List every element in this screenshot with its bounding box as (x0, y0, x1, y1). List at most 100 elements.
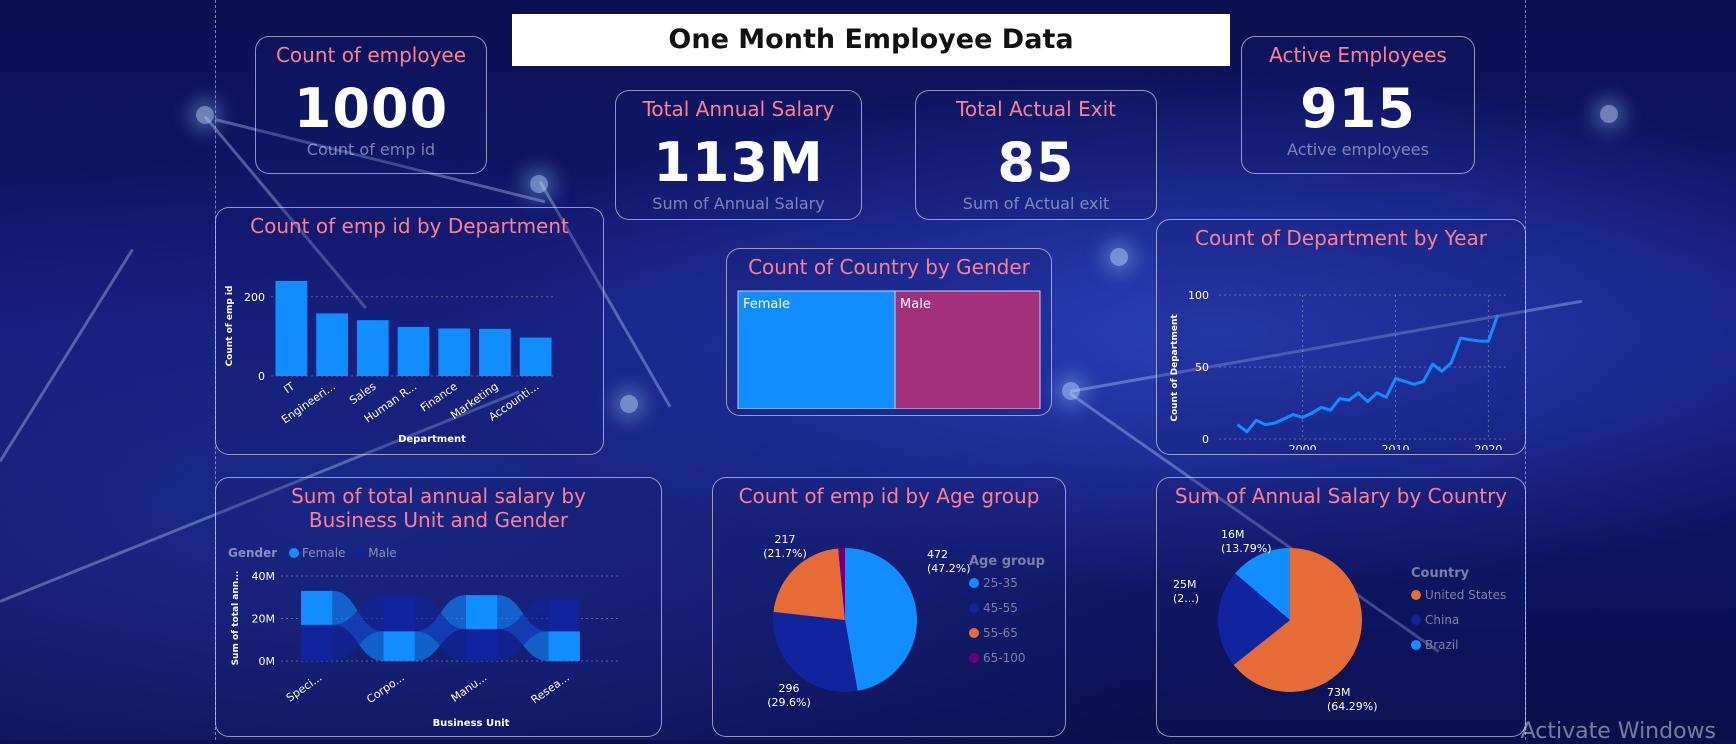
data-label: 73M (1327, 686, 1351, 699)
bar (275, 280, 308, 376)
data-label: (21.7%) (763, 547, 807, 560)
chart-title: Count of Country by Gender (748, 255, 1030, 279)
legend-item: China (1425, 613, 1459, 627)
kpi-subtitle: Sum of Annual Salary (652, 194, 825, 213)
kpi-title: Total Actual Exit (956, 97, 1116, 121)
bar-segment (466, 595, 498, 630)
x-tick-label: Corpo... (364, 671, 407, 706)
chart-title: Count of emp id by Age group (738, 484, 1040, 508)
bar (397, 326, 430, 376)
legend-title: Gender (228, 546, 278, 560)
bar (316, 313, 348, 376)
bu-legend: Gender Female Male (228, 546, 397, 560)
data-label: 16M (1221, 528, 1245, 541)
treemap-tile (737, 290, 896, 410)
age-group-pie-chart[interactable]: 472(47.2%) 296(29.6%) 217(21.7%) Age group 2… (713, 478, 1065, 736)
y-tick-label: 100 (1188, 289, 1209, 302)
bar (479, 328, 511, 376)
chart-card-age-group[interactable]: Count of emp id by Age group 472 (47.2%) 2… (712, 477, 1066, 737)
y-tick-label: 200 (244, 291, 265, 304)
y-tick-label: 0M (259, 655, 276, 668)
legend-dot (969, 578, 979, 588)
chart-card-year[interactable]: Count of Department by Year 0 50 100 2000 20… (1156, 219, 1526, 455)
data-label: 217 (775, 533, 796, 546)
data-label: (64.29%) (1327, 700, 1378, 713)
chart-card-country[interactable]: Sum of Annual Salary by Country 73M (64.2… (1156, 477, 1526, 737)
bar (438, 328, 471, 376)
ribbon (497, 599, 549, 661)
business-unit-ribbon-chart[interactable]: 0M 20M 40M Sum of total ann... Business Unit… (216, 478, 661, 736)
treemap-label: Male (900, 297, 931, 312)
data-label: (47.2%) (927, 562, 971, 575)
data-label: (2...) (1173, 592, 1199, 605)
kpi-card-exit[interactable]: Total Actual Exit 85 Sum of Actual exit (915, 90, 1157, 220)
chart-title: Count of emp id by Department (250, 214, 569, 238)
x-axis-label: Department (398, 434, 466, 445)
page-title: One Month Employee Data (512, 14, 1230, 66)
chart-title: Sum of total annual salary by Business U… (291, 484, 586, 532)
chart-card-business-unit[interactable]: Sum of total annual salary by Business U… (215, 477, 662, 737)
kpi-card-active[interactable]: Active Employees 915 Active employees (1241, 36, 1475, 174)
x-tick-label: Resea... (529, 671, 572, 707)
legend-item-female[interactable]: Female (302, 546, 346, 560)
pie-slice (1235, 548, 1290, 620)
x-tick-label: 2010 (1382, 443, 1410, 450)
kpi-value: 113M (653, 131, 824, 194)
y-tick-label: 40M (252, 570, 276, 583)
bar-segment (548, 631, 580, 661)
y-axis-label: Count of emp id (225, 286, 235, 367)
legend-item: 65-100 (983, 651, 1026, 665)
legend-item: 25-35 (983, 576, 1018, 590)
kpi-value: 915 (1300, 77, 1416, 140)
x-tick-label: 2020 (1474, 443, 1502, 450)
pie-slice (773, 548, 845, 620)
bar-segment (548, 599, 580, 632)
legend-dot (289, 548, 300, 558)
country-pie-chart[interactable]: 73M(64.29%) 25M(2...) 16M(13.79%) Country Un… (1157, 478, 1525, 736)
chart-card-gender[interactable]: Count of Country by Gender Female Male (726, 248, 1052, 416)
ribbon (414, 595, 466, 661)
legend-item: 45-55 (983, 601, 1018, 615)
series-line (1236, 314, 1500, 434)
bar (519, 337, 552, 376)
y-tick-label: 0 (1202, 433, 1209, 446)
y-tick-label: 20M (252, 613, 276, 626)
legend-item: Brazil (1425, 638, 1459, 652)
legend-dot (1411, 640, 1421, 650)
legend-dot (1411, 590, 1421, 600)
bar-segment (301, 624, 333, 661)
gender-treemap[interactable]: Female Male (727, 279, 1051, 410)
legend-title: Country (1411, 566, 1470, 581)
bar-segment (466, 629, 498, 661)
pie-slice (838, 548, 845, 620)
pie-slice (1218, 573, 1290, 665)
data-label: (29.6%) (767, 696, 811, 709)
legend-dot (969, 653, 979, 663)
bar (356, 320, 389, 376)
chart-card-department[interactable]: Count of emp id by Department 0 200 Count … (215, 207, 604, 455)
legend-dot (969, 603, 979, 613)
kpi-card-salary[interactable]: Total Annual Salary 113M Sum of Annual S… (615, 90, 862, 220)
x-tick-label: 2000 (1289, 443, 1317, 450)
kpi-title: Active Employees (1269, 43, 1447, 67)
kpi-subtitle: Active employees (1287, 140, 1429, 159)
legend-item-male[interactable]: Male (368, 546, 397, 560)
x-tick-label: Speci... (284, 671, 324, 705)
kpi-card-employees[interactable]: Count of employee 1000 Count of emp id (255, 36, 487, 174)
x-axis-label: Business Unit (433, 718, 510, 729)
kpi-value: 85 (997, 131, 1075, 194)
legend-dot (355, 548, 366, 558)
bar-segment (383, 631, 415, 661)
legend-item: 55-65 (983, 626, 1018, 640)
data-label: 25M (1173, 578, 1197, 591)
kpi-subtitle: Sum of Actual exit (962, 194, 1110, 213)
bar-segment (301, 590, 333, 625)
treemap-tile (894, 290, 1041, 410)
ribbon (332, 595, 384, 661)
legend-title: Age group (969, 554, 1045, 569)
data-label: 472 (927, 548, 948, 561)
y-tick-label: 0 (258, 370, 265, 383)
legend-item: United States (1425, 588, 1506, 602)
